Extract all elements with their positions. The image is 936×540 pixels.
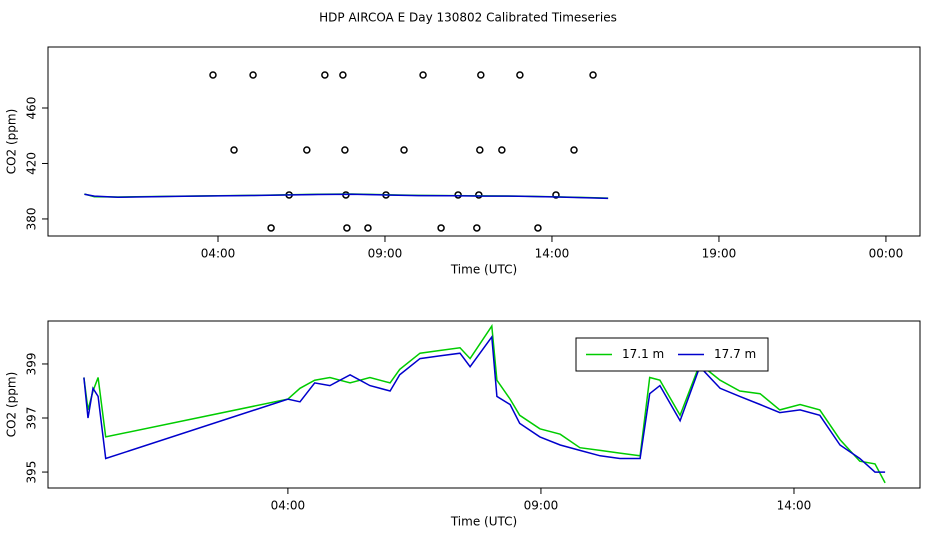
- x-tick-label: 09:00: [368, 247, 403, 261]
- point: [473, 224, 481, 232]
- point: [477, 71, 485, 79]
- point: [516, 71, 524, 79]
- plot-box: [47, 46, 921, 237]
- point: [364, 224, 372, 232]
- point: [267, 224, 275, 232]
- x-axis-label: Time (UTC): [450, 515, 517, 529]
- y-tick-label: 397: [25, 407, 39, 430]
- y-tick-label: 420: [25, 152, 39, 175]
- x-tick-label: 00:00: [869, 247, 904, 261]
- y-tick-label: 380: [25, 207, 39, 230]
- y-tick-label: 399: [25, 353, 39, 376]
- x-tick-label: 04:00: [201, 247, 236, 261]
- line: [83, 323, 886, 484]
- point: [437, 224, 445, 232]
- legend-label: 17.1 m: [622, 347, 664, 361]
- y-axis-label: CO2 (ppm): [5, 109, 19, 175]
- x-axis-label: Time (UTC): [450, 263, 517, 277]
- x-tick-label: 09:00: [524, 499, 559, 513]
- x-tick-label: 04:00: [271, 499, 306, 513]
- point: [475, 191, 483, 199]
- y-axis-label: CO2 (ppm): [5, 372, 19, 438]
- chart-title: HDP AIRCOA E Day 130802 Calibrated Times…: [319, 11, 617, 25]
- point: [419, 71, 427, 79]
- point: [589, 71, 597, 79]
- point: [249, 71, 257, 79]
- x-tick-label: 14:00: [777, 499, 812, 513]
- point: [321, 71, 329, 79]
- y-tick-label: 395: [25, 461, 39, 484]
- point: [343, 224, 351, 232]
- point: [303, 146, 311, 154]
- line: [83, 334, 886, 473]
- point: [476, 146, 484, 154]
- y-tick-label: 460: [25, 97, 39, 120]
- point: [534, 224, 542, 232]
- point: [552, 191, 560, 199]
- point: [400, 146, 408, 154]
- point: [230, 146, 238, 154]
- point: [339, 71, 347, 79]
- point: [209, 71, 217, 79]
- x-tick-label: 19:00: [702, 247, 737, 261]
- x-tick-label: 14:00: [535, 247, 570, 261]
- line: [84, 193, 609, 200]
- point: [570, 146, 578, 154]
- point: [498, 146, 506, 154]
- plot-box: [47, 320, 921, 489]
- legend-label: 17.7 m: [714, 347, 756, 361]
- point: [341, 146, 349, 154]
